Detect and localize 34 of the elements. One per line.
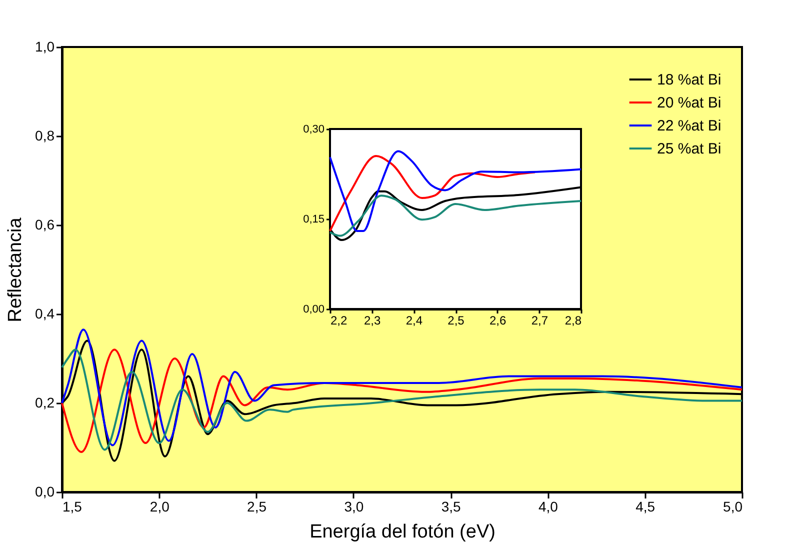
x-tick-label: 3,0 <box>344 498 364 514</box>
legend-label: 25 %at Bi <box>657 140 722 158</box>
line-series <box>329 155 536 232</box>
y-tick-label: 0,30 <box>303 124 324 136</box>
y-tick-label: 0,4 <box>35 306 55 322</box>
x-axis-title: Energía del fotón (eV) <box>310 522 496 542</box>
y-tick-label: 0,6 <box>35 216 55 232</box>
x-tick-label: 5,0 <box>723 498 743 514</box>
line-series <box>329 194 582 237</box>
y-tick-label: 1,0 <box>35 38 55 54</box>
x-tick-label: 4,0 <box>538 498 558 514</box>
x-tick-label: 2,5 <box>448 314 465 328</box>
x-tick-label: 2,2 <box>330 314 348 328</box>
line-series <box>61 328 743 446</box>
x-tick-label: 2,5 <box>247 498 267 514</box>
x-tick-label: 2,3 <box>364 314 381 328</box>
x-tick-label: 2,8 <box>564 314 582 328</box>
legend-label: 20 %at Bi <box>657 94 722 112</box>
legend-label: 18 %at Bi <box>657 72 722 88</box>
x-tick-label: 2,7 <box>531 314 548 328</box>
x-tick-label: 2,0 <box>150 498 170 514</box>
x-tick-label: 2,4 <box>406 314 423 328</box>
y-tick-label: 0,2 <box>35 394 55 410</box>
x-tick-label: 1,5 <box>62 498 82 514</box>
y-tick-label: 0,8 <box>35 128 55 144</box>
x-tick-label: 4,5 <box>636 498 656 514</box>
y-tick-label: 0,00 <box>303 304 324 316</box>
x-tick-label: 3,5 <box>441 498 462 514</box>
y-axis-title: Reflectancia <box>5 217 26 322</box>
line-series <box>329 150 582 232</box>
legend-label: 22 %at Bi <box>657 118 722 134</box>
x-tick-label: 2,6 <box>489 314 506 328</box>
y-tick-label: 0,15 <box>303 214 324 226</box>
y-tick-label: 0,0 <box>35 484 55 500</box>
